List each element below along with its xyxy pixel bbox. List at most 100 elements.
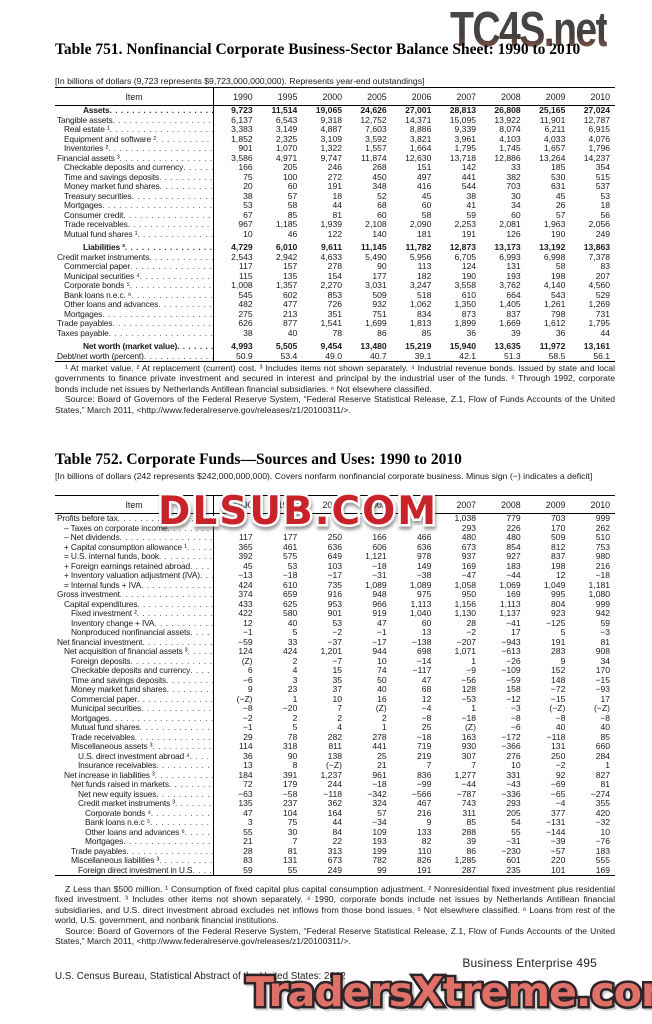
data-cell: 636 <box>327 541 343 552</box>
data-cell: −31 <box>506 836 521 846</box>
data-cell: 753 <box>595 541 611 552</box>
row-label: + Inventory valuation adjustment (IVA) <box>64 571 200 580</box>
dot-leader <box>108 144 213 154</box>
data-cell: 422 <box>238 608 253 618</box>
data-cell: 1,080 <box>588 589 611 599</box>
data-cell: 13 <box>421 627 432 637</box>
data-cell: 937 <box>461 551 477 561</box>
row-label: Inventories ² <box>64 144 109 153</box>
dot-leader <box>200 571 213 581</box>
data-cell: 60 <box>287 181 298 191</box>
dot-leader <box>123 837 213 847</box>
data-cell: 719 <box>417 741 432 751</box>
table752-header-row: Item 1990 1995 2000 2005 2006 2007 2008 2009 201… <box>55 496 615 514</box>
data-cell: 424 <box>238 579 253 590</box>
row-label: Trade receivables <box>71 732 135 742</box>
data-cell: 2,543 <box>231 251 253 262</box>
data-cell: 12 <box>421 693 432 704</box>
row-label-cell: Real estate ¹ <box>55 125 213 135</box>
table-row: Money market fund shares 9 23 37 40 68 128 158 −… <box>55 684 615 695</box>
data-cell: 1,699 <box>365 318 387 328</box>
data-cell: −366 <box>501 741 521 751</box>
data-cell: −3 <box>600 627 611 637</box>
row-label: Net acquisition of financial assets ³ <box>64 647 188 656</box>
data-cell: 901 <box>238 143 253 153</box>
data-cell: 11,901 <box>539 114 566 125</box>
data-cell: 2 <box>292 655 298 666</box>
data-cell: 537 <box>595 181 611 191</box>
data-cell: 854 <box>506 541 521 552</box>
year-header: 2005 <box>367 499 387 510</box>
row-label-cell: + Foreign earnings retained abroad <box>55 562 213 572</box>
dot-leader <box>154 619 213 629</box>
data-cell: 1 <box>381 722 387 732</box>
table-row: Municipal securities −8 −20 7 (Z) −4 1 −3 (−Z) (−… <box>55 703 615 714</box>
row-label: Mutual fund shares <box>71 723 140 732</box>
data-cell: 1,185 <box>275 219 298 229</box>
data-cell: 284 <box>595 750 611 761</box>
data-cell: 131 <box>506 261 521 271</box>
data-cell: 84 <box>332 826 343 837</box>
dot-leader <box>120 590 213 600</box>
data-cell: 38 <box>466 190 477 201</box>
data-cell: 21 <box>243 836 253 846</box>
row-label: Foreign direct investment in U.S <box>78 865 193 875</box>
data-cell: 45 <box>243 560 253 571</box>
data-cell: 177 <box>283 532 298 542</box>
data-cell: 6,137 <box>231 114 253 125</box>
data-cell: 901 <box>327 608 343 618</box>
year-header: 2005 <box>367 91 387 102</box>
data-cell: 163 <box>461 731 477 742</box>
data-cell: (Z) <box>375 703 387 713</box>
row-label: Net worth (market value) <box>83 342 178 351</box>
data-cell: 3,961 <box>454 133 477 144</box>
table-row: Fixed investment ² 422 580 901 919 1,040 1,130… <box>55 608 615 619</box>
data-cell: 54 <box>511 817 521 827</box>
table-row: Financial assets ³ 3,586 4,971 9,747 11,874 1… <box>55 153 615 164</box>
table-row: Miscellaneous liabilities ³ 83 131 673 782 82… <box>55 855 615 866</box>
data-cell: 10 <box>511 760 521 770</box>
data-cell: 282 <box>327 731 343 742</box>
table-row: Corporate bonds ⁵ 1,008 1,357 2,270 3,031 3,2… <box>55 280 615 291</box>
data-cell: 110 <box>417 845 432 856</box>
data-cell: −99 <box>416 779 432 789</box>
data-cell: −44 <box>506 570 521 580</box>
row-label-cell: Inventory change + IVA <box>55 619 213 629</box>
data-cell: 1,069 <box>499 579 521 590</box>
row-label: Treasury securities <box>64 191 132 201</box>
data-cell: 1,285 <box>454 855 477 865</box>
data-cell: 4,103 <box>499 133 521 144</box>
data-cell: 18 <box>600 200 611 210</box>
data-cell: 75 <box>287 817 298 827</box>
data-cell: 68 <box>377 200 387 210</box>
data-cell: 1,040 <box>409 608 432 618</box>
data-cell: 185 <box>551 162 566 172</box>
data-cell: 980 <box>595 551 611 561</box>
dot-leader <box>183 163 213 173</box>
dot-leader <box>149 253 213 263</box>
data-cell: 433 <box>238 598 253 609</box>
data-cell: 28,813 <box>449 105 477 115</box>
data-cell: 4,633 <box>320 251 343 262</box>
data-cell: (−Z) <box>594 703 611 713</box>
data-cell: 2,108 <box>365 219 387 229</box>
data-cell: 122 <box>327 228 343 239</box>
row-label: Foreign deposits <box>71 656 131 666</box>
data-cell: 13,173 <box>494 242 521 252</box>
data-cell: 779 <box>506 513 521 523</box>
data-cell: 660 <box>595 741 611 751</box>
data-cell: −342 <box>367 788 387 799</box>
data-cell: 133 <box>417 826 432 837</box>
data-cell: 626 <box>238 318 253 328</box>
data-cell: 44 <box>600 327 611 338</box>
dot-leader <box>137 695 213 705</box>
data-cell: 131 <box>551 741 566 751</box>
data-cell: −18 <box>595 570 611 580</box>
data-cell: −2 <box>555 760 566 770</box>
data-cell: 35 <box>332 674 343 685</box>
row-label: Tangible assets <box>57 115 113 125</box>
row-label: Miscellaneous assets ³ <box>71 742 153 751</box>
data-cell: 19,065 <box>315 105 343 115</box>
data-cell: 166 <box>238 162 253 172</box>
data-cell: −43 <box>506 779 521 789</box>
